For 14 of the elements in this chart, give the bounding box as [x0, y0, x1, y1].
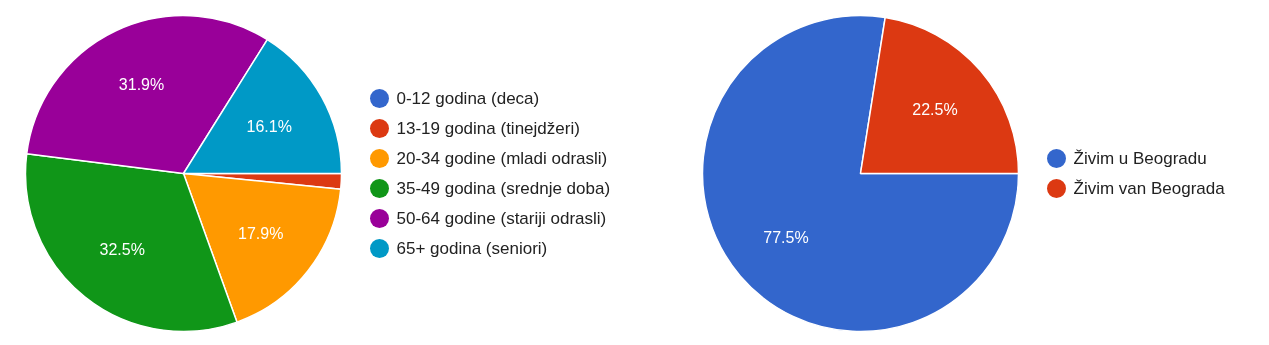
- legend-label: 50-64 godine (stariji odrasli): [396, 209, 607, 228]
- legend-label: Živim u Beogradu: [1073, 149, 1207, 168]
- legend-label: 13-19 godina (tinejdžeri): [396, 119, 580, 138]
- data-label: 77.5%: [763, 228, 809, 246]
- legend-label: Živim van Beograda: [1073, 179, 1226, 198]
- data-label: 22.5%: [912, 101, 958, 119]
- legend-label: 0-12 godina (deca): [396, 89, 540, 108]
- data-label: 16.1%: [246, 117, 292, 135]
- data-label: 31.9%: [118, 76, 165, 94]
- data-label: 32.5%: [99, 241, 145, 259]
- legend-label: 65+ godina (seniori): [396, 239, 548, 258]
- legend-label: 35-49 godina (srednje doba): [396, 179, 611, 198]
- data-label: 17.9%: [238, 225, 284, 243]
- legend-label: 20-34 godine (mladi odrasli): [396, 149, 608, 168]
